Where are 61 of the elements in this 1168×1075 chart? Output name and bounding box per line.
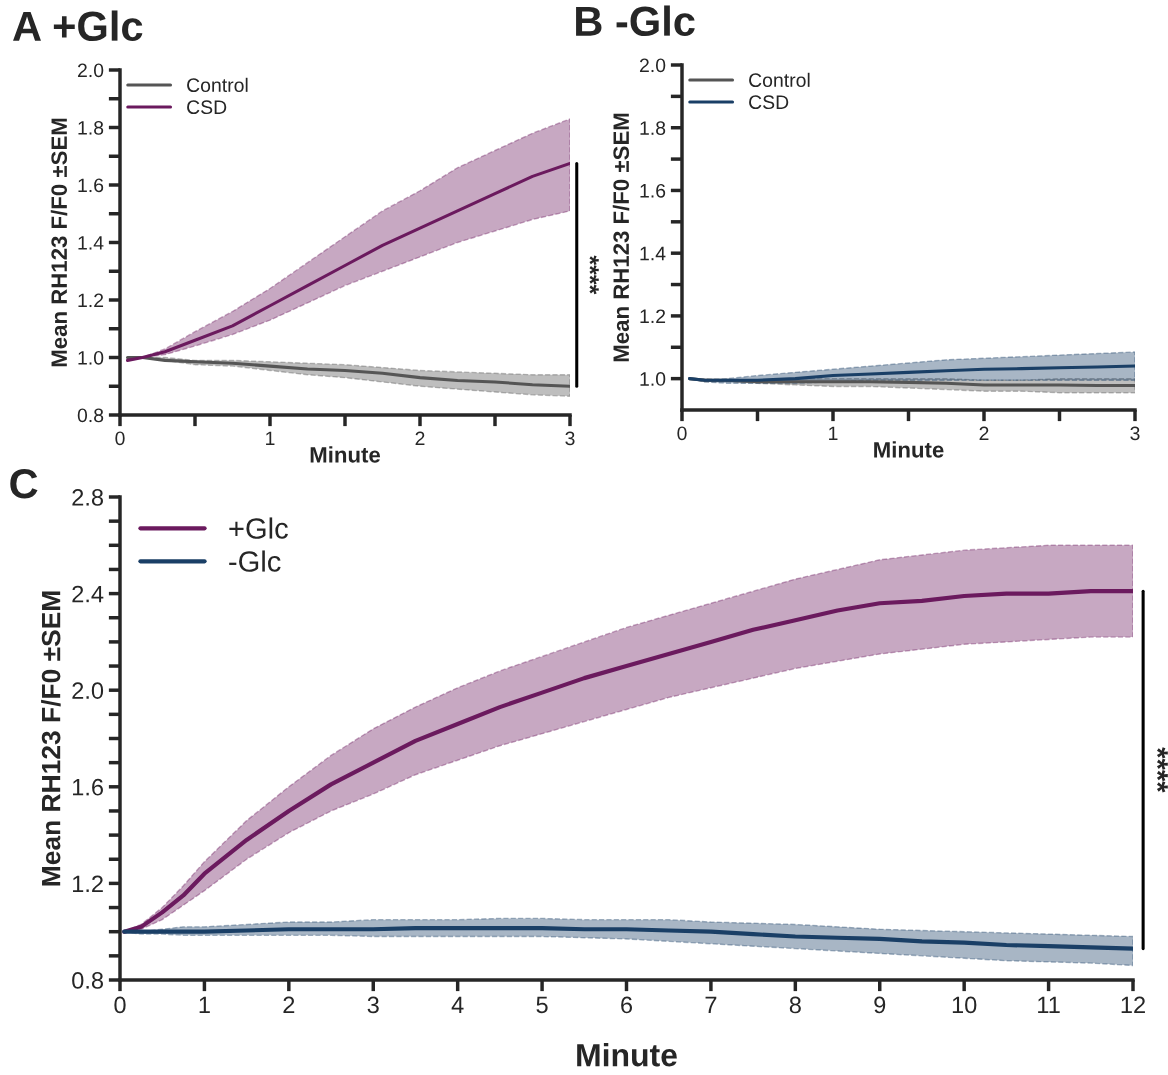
x-tick-label: 10 <box>952 996 977 1014</box>
x-tick-label: 2 <box>415 431 425 446</box>
x-tick-label: 11 <box>1038 996 1060 1014</box>
legend-label: CSD <box>749 95 789 110</box>
line-series <box>688 364 1135 382</box>
legend-label: -Glc <box>229 550 281 572</box>
y-tick-label: 1.6 <box>640 183 666 198</box>
y-tick-label: 2.4 <box>72 585 104 603</box>
text: **** <box>1156 747 1168 793</box>
x-tick-label: 3 <box>1130 426 1140 441</box>
y-tick-label: 2.0 <box>639 58 666 73</box>
y-axis-title: Mean RH123 F/F0 ±SEM <box>50 118 68 367</box>
chart-title: C <box>10 469 38 499</box>
y-tick-label: 1.2 <box>78 293 104 308</box>
x-tick-label: 0 <box>114 996 126 1014</box>
x-tick-label: 0 <box>677 426 687 441</box>
chart-title: B -Glc <box>576 5 695 37</box>
x-axis-title: Minute <box>874 441 944 458</box>
y-tick-label: 0.8 <box>77 408 104 423</box>
y-tick-label: 1.4 <box>78 236 104 250</box>
chart-title: A +Glc <box>13 10 143 42</box>
x-tick-label: 1 <box>266 431 275 446</box>
x-tick-label: 3 <box>367 996 379 1014</box>
x-tick-label: 3 <box>565 431 575 446</box>
y-tick-label: 1.2 <box>640 309 666 323</box>
x-tick-label: 9 <box>874 996 886 1014</box>
line-series <box>125 355 570 388</box>
x-tick-label: 5 <box>536 996 548 1014</box>
y-tick-label: 1.8 <box>78 120 104 135</box>
y-tick-label: 1.8 <box>640 121 666 135</box>
line-series <box>125 161 570 362</box>
x-tick-label: 2 <box>979 426 989 441</box>
x-axis-title: Minute <box>310 446 381 463</box>
legend-label: +Glc <box>229 517 288 539</box>
y-tick-label: 2.8 <box>72 489 103 506</box>
x-tick-label: 0 <box>115 431 125 446</box>
x-tick-label: 2 <box>283 996 295 1014</box>
text: **** <box>589 255 599 295</box>
line-series <box>122 925 1133 951</box>
x-tick-label: 7 <box>705 996 717 1014</box>
y-axis-title: Mean RH123 F/F0 ±SEM <box>41 591 61 886</box>
x-tick-label: 8 <box>789 996 801 1014</box>
y-tick-label: 2.0 <box>72 682 104 699</box>
y-tick-label: 1.0 <box>640 372 666 386</box>
y-tick-label: 0.8 <box>72 972 103 989</box>
y-tick-label: 1.0 <box>78 350 104 365</box>
legend-label: Control <box>187 77 248 93</box>
y-tick-label: 1.4 <box>640 246 666 261</box>
y-axis-title: Mean RH123 F/F0 ±SEM <box>612 113 630 362</box>
legend-label: CSD <box>187 100 227 115</box>
x-tick-label: 1 <box>829 426 838 441</box>
legend-label: Control <box>749 72 810 88</box>
y-tick-label: 1.6 <box>78 178 104 193</box>
x-axis-title: Minute <box>577 1042 677 1067</box>
x-tick-label: 12 <box>1121 996 1145 1014</box>
x-tick-label: 6 <box>621 996 633 1014</box>
y-tick-label: 2.0 <box>77 63 104 78</box>
x-tick-label: 4 <box>451 996 464 1014</box>
y-tick-label: 1.6 <box>73 778 103 796</box>
y-tick-label: 1.2 <box>73 875 103 892</box>
x-tick-label: 1 <box>199 996 210 1014</box>
